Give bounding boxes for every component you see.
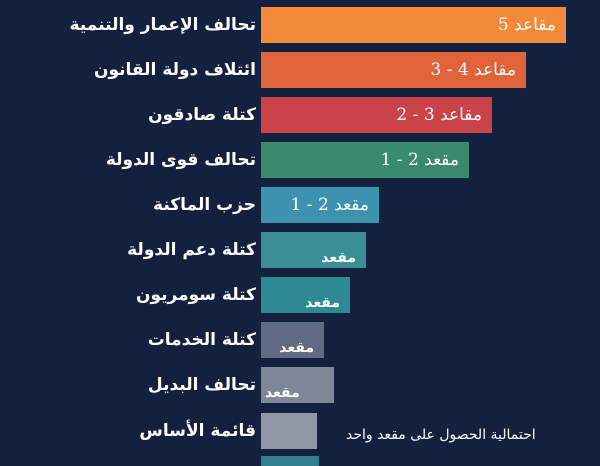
chart-row: تحالف البديل مقعد xyxy=(0,367,600,403)
party-label: كتلة دعم الدولة xyxy=(127,240,256,260)
party-label: حزب الماكنة xyxy=(153,195,256,215)
chart-row: كتلة سومريون مقعد xyxy=(0,277,600,313)
chart-row: كتلة الخدمات مقعد xyxy=(0,322,600,358)
seat-bar-value: مقعد xyxy=(321,250,356,266)
chart-row: تحالف قوى الدولة مقعد 2 - 1 xyxy=(0,142,600,178)
seat-bar-value: مقعد xyxy=(305,295,340,311)
seat-bar-value: مقعد xyxy=(279,340,314,356)
seat-bar xyxy=(261,413,317,449)
seat-bar-value: مقاعد 3 - 2 xyxy=(396,105,482,125)
seat-bar: مقعد 2 - 1 xyxy=(261,142,469,178)
chart-row: كتلة دعم الدولة مقعد xyxy=(0,232,600,268)
party-label: تحالف البديل xyxy=(147,375,256,395)
party-label: كتلة الخدمات xyxy=(147,330,256,350)
party-label: كتلة صادقون xyxy=(148,105,256,125)
chart-row: تحالف الإعمار والتنمية مقاعد 5 xyxy=(0,7,600,43)
seat-bar: مقعد xyxy=(261,322,324,358)
seat-bar-value: مقعد xyxy=(265,385,300,401)
party-label: كتلة سومريون xyxy=(135,285,256,305)
party-label: تحالف قوى الدولة xyxy=(105,150,256,170)
seat-bar: مقعد xyxy=(261,277,350,313)
chart-row: ائتلاف دولة القانون مقاعد 4 - 3 xyxy=(0,52,600,88)
chart-row: قائمة الأساس xyxy=(0,413,600,449)
seat-bar-value: مقعد 2 - 1 xyxy=(290,195,369,215)
party-label: تحالف الإعمار والتنمية xyxy=(69,15,256,35)
seat-bar-value: مقاعد 4 - 3 xyxy=(430,60,516,80)
partial-bar xyxy=(261,456,319,466)
seat-bar: مقعد 2 - 1 xyxy=(261,187,379,223)
seat-bar: مقاعد 5 xyxy=(261,7,566,43)
seat-bar: مقاعد 3 - 2 xyxy=(261,97,492,133)
chart-row: حزب الماكنة مقعد 2 - 1 xyxy=(0,187,600,223)
seat-bar: مقعد xyxy=(261,367,334,403)
seat-bar-value: مقاعد 5 xyxy=(497,15,556,35)
party-label: ائتلاف دولة القانون xyxy=(93,60,256,80)
seat-bar-value: مقعد 2 - 1 xyxy=(380,150,459,170)
chart-annotation: احتمالية الحصول على مقعد واحد xyxy=(346,427,536,443)
party-label: قائمة الأساس xyxy=(139,421,256,441)
seat-bar: مقعد xyxy=(261,232,366,268)
chart-row: كتلة صادقون مقاعد 3 - 2 xyxy=(0,97,600,133)
seat-bar: مقاعد 4 - 3 xyxy=(261,52,526,88)
